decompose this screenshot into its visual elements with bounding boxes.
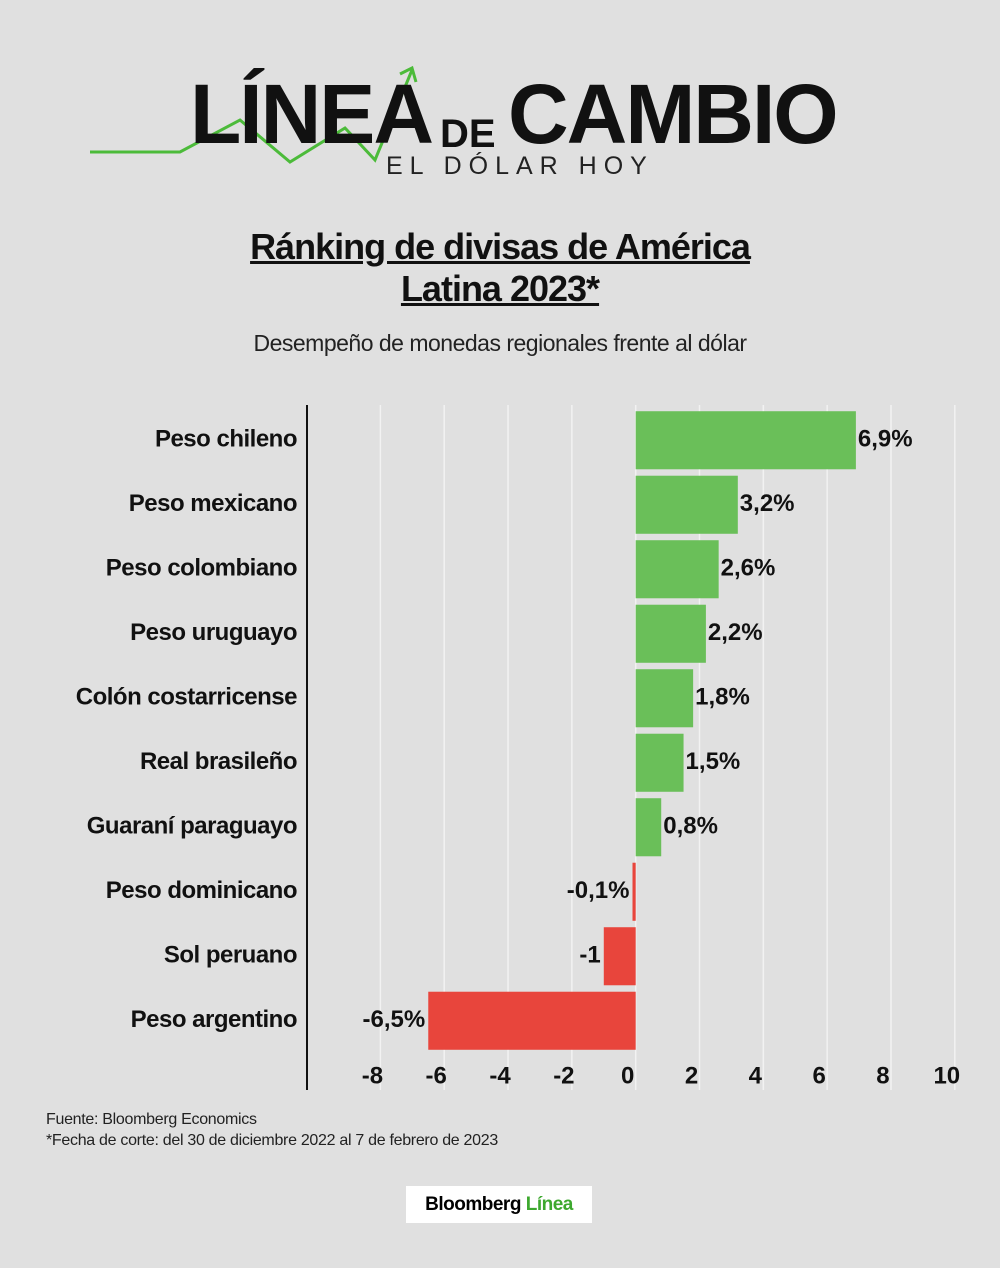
bar bbox=[603, 927, 636, 986]
value-label: 2,2% bbox=[708, 619, 763, 646]
x-tick-label: -2 bbox=[553, 1062, 574, 1089]
brand-name: Bloomberg bbox=[425, 1194, 521, 1215]
bar bbox=[635, 733, 684, 792]
y-tick-label: Colón costarricense bbox=[76, 684, 297, 711]
plot: -8 -6 -4 -2 0 2 4 6 8 10 Peso chileno 6,9% Peso mexi… bbox=[76, 405, 960, 1090]
x-tick-label: 10 bbox=[933, 1062, 960, 1089]
logo-right: CAMBIO bbox=[508, 67, 839, 161]
brand: Bloomberg Línea bbox=[406, 1186, 592, 1223]
x-tick-label: 6 bbox=[812, 1062, 825, 1089]
logo-tagline: EL DÓLAR HOY bbox=[386, 152, 654, 180]
x-tick-label: 4 bbox=[749, 1062, 763, 1089]
bar bbox=[635, 669, 694, 728]
logo-left: LÍNEA bbox=[190, 67, 434, 161]
logo-arrow-head bbox=[399, 65, 418, 83]
bar bbox=[635, 798, 662, 857]
logo-middle: DE bbox=[440, 112, 496, 156]
bar bbox=[635, 475, 738, 534]
brand-accent: Línea bbox=[525, 1194, 574, 1215]
logo-arrow bbox=[90, 69, 414, 164]
y-tick-label: Real brasileño bbox=[140, 748, 297, 775]
value-label: 1,5% bbox=[686, 748, 741, 775]
x-tick-label: -8 bbox=[362, 1062, 383, 1089]
value-label: -1 bbox=[579, 942, 600, 969]
bar bbox=[632, 862, 636, 921]
chart-title: Ránking de divisas de América Latina 202… bbox=[250, 226, 751, 309]
bar bbox=[635, 604, 706, 663]
value-label: 6,9% bbox=[858, 426, 913, 453]
source: Fuente: Bloomberg Economics bbox=[46, 1111, 257, 1128]
value-label: -0,1% bbox=[567, 877, 630, 904]
bar bbox=[635, 540, 719, 599]
x-tick-label: -4 bbox=[489, 1062, 511, 1089]
x-tick-label: -6 bbox=[426, 1062, 447, 1089]
bar bbox=[428, 991, 636, 1050]
value-label: 3,2% bbox=[740, 490, 795, 517]
y-tick-label: Peso mexicano bbox=[129, 490, 297, 517]
x-tick-label: 0 bbox=[621, 1062, 634, 1089]
note: *Fecha de corte: del 30 de diciembre 202… bbox=[46, 1132, 498, 1149]
y-tick-label: Peso colombiano bbox=[106, 555, 297, 582]
value-label: 2,6% bbox=[721, 555, 776, 582]
y-tick-label: Sol peruano bbox=[164, 942, 297, 969]
value-label: -6,5% bbox=[363, 1006, 426, 1033]
y-tick-label: Peso chileno bbox=[155, 426, 297, 453]
y-tick-label: Guaraní paraguayo bbox=[87, 813, 297, 840]
y-tick-label: Peso argentino bbox=[131, 1006, 297, 1033]
y-tick-label: Peso uruguayo bbox=[130, 619, 297, 646]
value-label: 0,8% bbox=[663, 813, 718, 840]
x-tick-label: 2 bbox=[685, 1062, 698, 1089]
x-tick-label: 8 bbox=[876, 1062, 889, 1089]
y-tick-label: Peso dominicano bbox=[106, 877, 297, 904]
chart-subtitle: Desempeño de monedas regionales frente a… bbox=[253, 330, 747, 356]
bar bbox=[635, 411, 856, 470]
value-label: 1,8% bbox=[695, 684, 750, 711]
